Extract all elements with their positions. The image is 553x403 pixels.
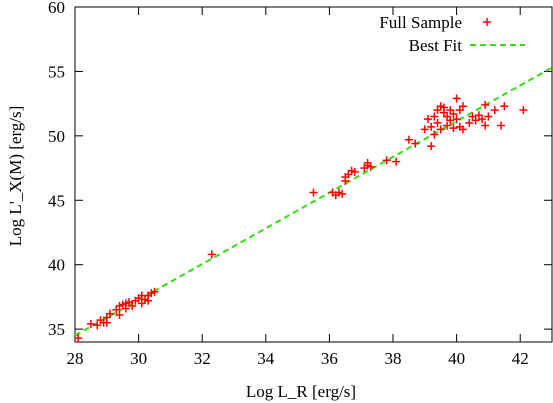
data-points-layer [74,94,528,343]
data-point [427,122,436,131]
data-point [144,296,153,305]
data-point [490,106,499,115]
x-axis-label: Log L_R [erg/s] [246,382,356,401]
y-axis-label: Log L'_X(M) [erg/s] [6,106,25,247]
data-point [207,250,216,259]
data-point [452,94,461,103]
x-tick-label: 28 [67,349,84,368]
data-point [430,130,439,139]
legend: Full Sample Best Fit [379,13,525,55]
y-axis-ticks: 35 40 45 50 55 60 [48,0,552,339]
x-tick-label: 36 [321,349,338,368]
data-point [481,121,490,130]
data-point [382,156,391,165]
data-point [309,188,318,197]
data-point [471,116,480,125]
data-point [115,310,124,319]
data-point [150,287,159,296]
data-point [446,116,455,125]
x-tick-label: 42 [512,349,529,368]
data-point [465,118,474,127]
y-tick-label: 60 [48,0,65,17]
plot-border [74,6,553,343]
x-tick-label: 34 [257,349,275,368]
plot-frame [74,6,553,343]
data-point [497,121,506,130]
legend-plus-marker [483,18,491,26]
data-point [411,139,420,148]
data-point [458,102,467,111]
data-point [433,118,442,127]
data-point [430,112,439,121]
data-point [519,106,528,115]
x-axis-ticks: 28 30 32 34 36 38 40 42 [67,7,529,368]
y-tick-label: 45 [48,191,65,210]
data-point [74,334,83,343]
data-point [484,112,493,121]
legend-label-best-fit: Best Fit [409,36,463,55]
data-point [338,189,347,198]
data-point [423,115,432,124]
data-point [404,135,413,144]
data-point [439,103,448,112]
data-point [427,142,436,151]
x-tick-label: 32 [194,349,211,368]
y-tick-label: 50 [48,127,65,146]
x-tick-label: 40 [448,349,465,368]
data-point [449,124,458,133]
legend-marker-full-sample [483,18,491,26]
legend-label-full-sample: Full Sample [379,13,462,32]
data-point [481,100,490,109]
data-point [500,102,509,111]
data-point [86,319,95,328]
y-tick-label: 40 [48,256,65,275]
data-point [436,125,445,134]
data-point [449,109,458,118]
data-point [420,125,429,134]
y-tick-label: 35 [48,320,65,339]
x-tick-label: 30 [130,349,147,368]
data-point [458,125,467,134]
y-tick-label: 55 [48,62,65,81]
data-point [452,115,461,124]
x-tick-label: 38 [385,349,402,368]
data-point [128,301,137,310]
data-point [93,321,102,330]
data-point [392,157,401,166]
data-point [105,309,114,318]
data-point [478,115,487,124]
data-point [366,162,375,171]
data-point [350,167,359,176]
data-point [443,121,452,130]
